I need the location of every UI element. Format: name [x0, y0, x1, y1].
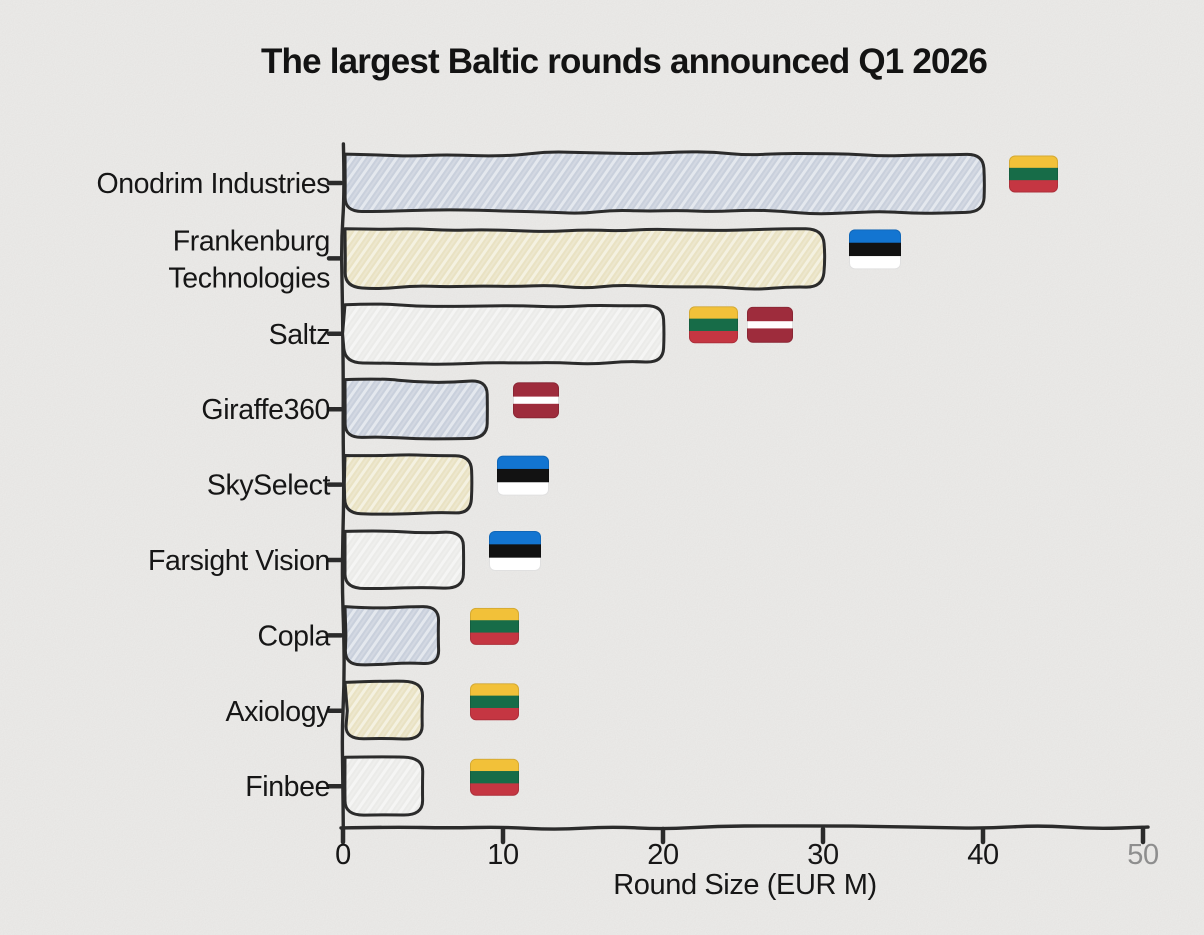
flag-estonia-icon — [497, 455, 549, 496]
bar-finbee — [343, 755, 425, 817]
bar-farsight-vision — [343, 529, 466, 591]
x-tick-label: 50 — [1127, 839, 1158, 871]
bar-frankenburg-technologies — [343, 227, 827, 291]
y-axis-label: Technologies — [168, 262, 330, 294]
flag-latvia-icon — [513, 382, 559, 419]
y-axis-label: SkySelect — [207, 470, 331, 502]
flag-lithuania-icon — [470, 683, 519, 721]
y-axis-label: Saltz — [269, 319, 330, 351]
bar-axiology — [343, 679, 425, 741]
flag-lithuania-icon — [470, 758, 519, 796]
flag-estonia-icon — [849, 229, 901, 270]
x-axis-label: Round Size (EUR M) — [613, 869, 877, 901]
bar-giraffe360 — [343, 377, 489, 441]
x-axis-spine — [339, 824, 1150, 831]
y-axis-label: Onodrim Industries — [96, 168, 330, 200]
y-axis-label: Copla — [258, 620, 331, 652]
y-axis-label: Finbee — [245, 771, 330, 803]
bar-saltz — [341, 302, 666, 366]
x-tick-label: 40 — [967, 839, 998, 871]
bar-copla — [343, 605, 441, 667]
flag-lithuania-icon — [1009, 155, 1058, 193]
flag-estonia-icon — [489, 531, 541, 571]
x-tick-label: 30 — [807, 839, 838, 871]
y-axis-label: Frankenburg — [173, 225, 330, 257]
bar-skyselect — [342, 453, 474, 516]
y-axis-label: Farsight Vision — [148, 545, 330, 577]
flag-lithuania-icon — [689, 306, 738, 344]
flag-latvia-icon — [747, 306, 793, 343]
x-tick-label: 20 — [647, 839, 678, 871]
y-axis-label: Giraffe360 — [201, 394, 330, 426]
x-tick-label: 0 — [335, 839, 351, 871]
flag-lithuania-icon — [470, 607, 519, 645]
bar-onodrim-industries — [343, 150, 986, 216]
y-axis-label: Axiology — [225, 696, 331, 728]
x-tick-label: 10 — [487, 839, 518, 871]
